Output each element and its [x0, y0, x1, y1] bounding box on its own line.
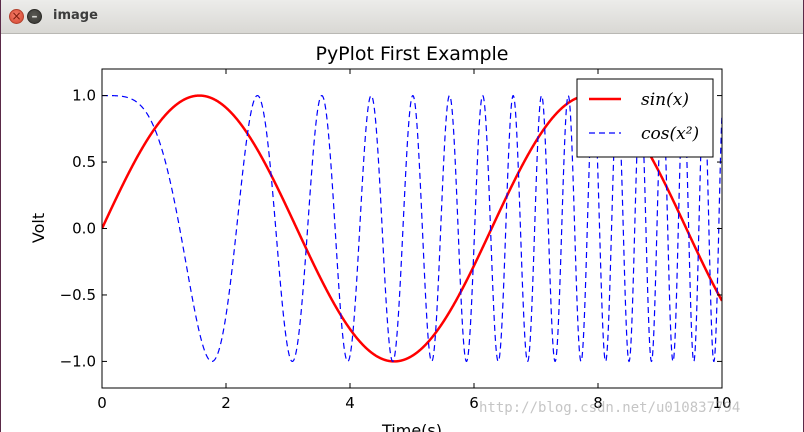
x-tick-label: 6 — [469, 394, 479, 412]
minimize-button[interactable]: – — [27, 9, 42, 24]
watermark-text: http://blog.csdn.net/u010837794 — [479, 400, 741, 416]
y-tick-label: −0.5 — [60, 286, 96, 304]
chart-title: PyPlot First Example — [315, 43, 508, 65]
legend-label: cos(x²) — [641, 124, 699, 144]
x-tick-label: 4 — [345, 394, 355, 412]
x-tick-label: 8 — [593, 394, 603, 412]
close-icon: × — [11, 9, 22, 23]
y-axis-label: Volt — [29, 213, 48, 243]
close-button[interactable]: × — [9, 9, 24, 24]
x-tick-label: 0 — [97, 394, 107, 412]
window-title: image — [53, 8, 98, 23]
y-tick-label: 0.0 — [72, 220, 96, 238]
y-tick-label: 0.5 — [72, 153, 96, 171]
line-chart: PyPlot First Example 0 2 4 6 8 10 1.0 0.5 0.0 −0… — [29, 43, 732, 432]
y-tick-label: 1.0 — [72, 87, 96, 105]
x-tick-label: 10 — [712, 394, 731, 412]
minimize-icon: – — [31, 9, 38, 23]
y-axis: 1.0 0.5 0.0 −0.5 −1.0 — [60, 87, 722, 370]
window-titlebar[interactable]: × – image — [1, 0, 803, 34]
x-axis-label: Time(s) — [381, 421, 442, 432]
y-tick-label: −1.0 — [60, 352, 96, 370]
x-axis: 0 2 4 6 8 10 — [97, 69, 732, 412]
legend-box — [576, 78, 714, 158]
legend-label: sin(x) — [641, 90, 689, 110]
x-tick-label: 2 — [221, 394, 231, 412]
legend: sin(x) cos(x²) — [576, 78, 714, 158]
